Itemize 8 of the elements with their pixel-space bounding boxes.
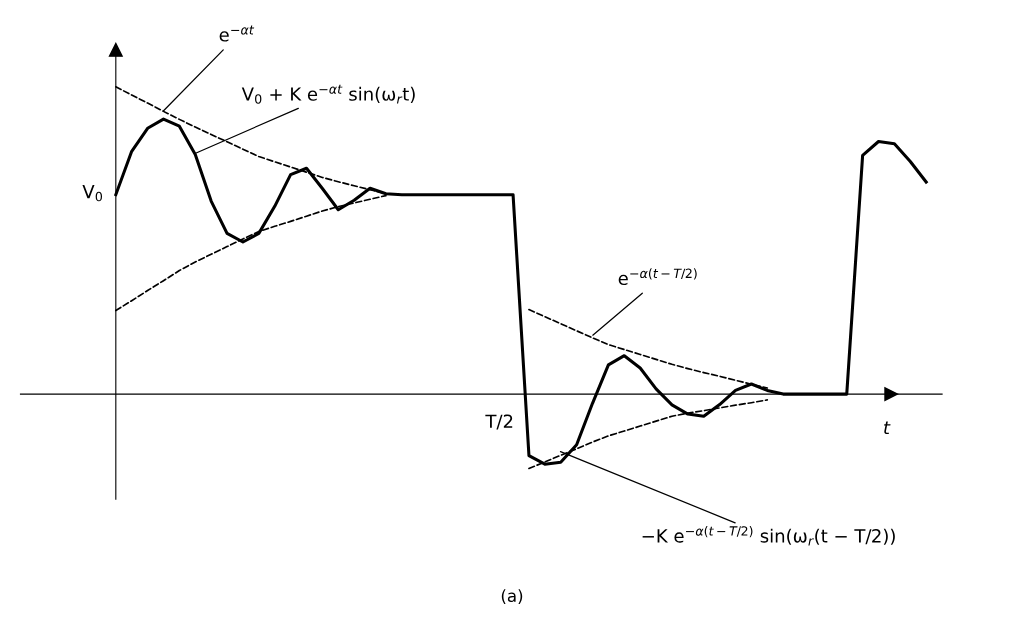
annotation: T/2 bbox=[485, 414, 513, 430]
annotation: V$_{0}$ + K e$^{−αt}$ sin(ω$_{r}$t) bbox=[241, 84, 415, 104]
x-axis-title: t bbox=[884, 421, 891, 435]
text: e$^{−αt}$ bbox=[219, 25, 255, 42]
text: (a) bbox=[501, 589, 523, 605]
text: −K e$^{−α(t−T/2)}$ sin(ω$_{r}$(t − T/2)) bbox=[642, 525, 895, 546]
text: V$_{0}$ bbox=[82, 185, 103, 202]
annotation: e$^{−α(t−T/2)}$ bbox=[618, 268, 697, 286]
